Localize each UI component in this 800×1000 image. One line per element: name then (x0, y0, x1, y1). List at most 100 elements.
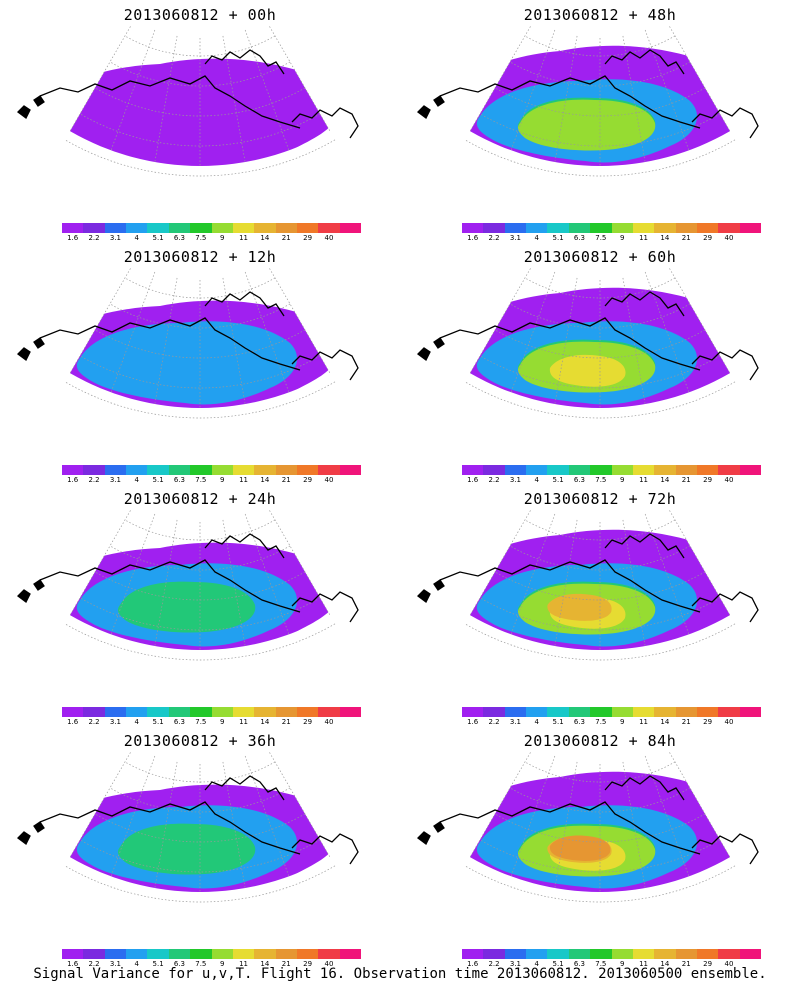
meridian-line (510, 755, 556, 877)
latitude-circle (464, 381, 736, 419)
meridian-line (110, 271, 156, 393)
colorbar-tick-label: 29 (303, 718, 313, 726)
colorbar-tick-label: 7.5 (595, 476, 607, 484)
colorbar-swatch (147, 223, 169, 233)
figure-caption: Signal Variance for u,v,T. Flight 16. Ob… (33, 966, 767, 982)
colorbar-swatch (526, 949, 548, 959)
colorbar-tick-label: 7.5 (595, 960, 607, 968)
graticule (464, 268, 736, 419)
coastline (691, 833, 759, 865)
colorbar-tick-label: 7.5 (195, 718, 207, 726)
variance-field (70, 58, 330, 166)
colorbar-tick-label: 6.3 (173, 234, 186, 242)
colorbar-tick-label: 14 (660, 234, 670, 242)
meridian-line (668, 752, 731, 858)
colorbar-tick-label: 14 (660, 718, 670, 726)
colorbar-swatch (483, 949, 505, 959)
colorbar-swatch (547, 949, 569, 959)
variance-map (417, 752, 759, 903)
colorbar-tick-labels: 1.6 2.2 3.1 4 5.1 6.3 7.5 9 11 14 21 29 40 (462, 476, 761, 486)
meridian-line (469, 268, 532, 374)
colorbar-tick-label: 1.6 (67, 718, 79, 726)
coastline (39, 317, 301, 371)
meridian-line (110, 513, 156, 635)
coastline (204, 775, 285, 801)
map-panel: 2013060812 + 72h 1.6 2.2 3.1 4 5.1 6.3 7.5 9 11 14… (400, 484, 800, 729)
meridian-line (469, 752, 532, 858)
variance-contour-level-6 (117, 823, 256, 875)
panel-title: 2013060812 + 60h (523, 248, 677, 266)
colorbar-swatch (568, 949, 591, 959)
colorbar-tick-labels: 1.6 2.2 3.1 4 5.1 6.3 7.5 9 11 14 21 29 40 (62, 234, 361, 244)
colorbar-swatch (526, 465, 548, 475)
meridian-line (554, 277, 578, 405)
colorbar-tick-label: 29 (703, 718, 713, 726)
latitude-circle (464, 623, 736, 661)
variance-field (470, 287, 730, 408)
colorbar-tick-label: 2.2 (88, 476, 100, 484)
meridian-line (154, 761, 178, 889)
colorbar-tick-label: 11 (639, 476, 648, 484)
variance-contour-level-8 (517, 99, 656, 151)
panel-title: 2013060812 + 48h (523, 6, 677, 24)
colorbar-tick-label: 21 (281, 476, 291, 484)
colorbar-tick-label: 1.6 (67, 476, 79, 484)
colorbar-swatch (568, 465, 591, 475)
colorbar-swatch (675, 465, 697, 475)
colorbar-tick-label: 40 (324, 718, 334, 726)
latitude-circle (479, 839, 721, 873)
colorbar-swatch (654, 949, 676, 959)
colorbar-swatch (168, 707, 191, 717)
colorbar-tick-label: 4 (534, 960, 539, 968)
graticule (464, 510, 736, 661)
colorbar-swatch (104, 223, 127, 233)
panel-title: 2013060812 + 00h (123, 6, 277, 24)
colorbar-swatch (211, 465, 233, 475)
colorbar-tick-label: 21 (681, 718, 691, 726)
colorbar-swatch (232, 223, 255, 233)
meridian-line (644, 513, 690, 635)
colorbar-swatch (696, 223, 719, 233)
colorbar-swatch (632, 223, 655, 233)
colorbar (62, 949, 362, 959)
meridian-line (268, 510, 331, 616)
colorbar-tick-label: 29 (303, 960, 313, 968)
map-panel: 2013060812 + 48h 1.6 2.2 3.1 4 5.1 6.3 7.5 9 11 14… (400, 0, 800, 245)
variance-map (17, 268, 359, 419)
meridian-line (510, 271, 556, 393)
colorbar-swatch (504, 707, 527, 717)
colorbar-swatch (568, 707, 591, 717)
colorbar-tick-label: 4 (134, 718, 139, 726)
variance-map (417, 268, 759, 419)
colorbar-tick-label: 40 (724, 476, 734, 484)
variance-map (17, 752, 359, 903)
colorbar-swatch (168, 949, 191, 959)
colorbar-tick-label: 2.2 (88, 718, 100, 726)
coastline (604, 775, 685, 801)
colorbar-swatch (483, 707, 505, 717)
colorbar-swatch (611, 949, 633, 959)
colorbar-tick-label: 29 (703, 476, 713, 484)
coastlines (17, 291, 359, 381)
coastline (691, 107, 759, 139)
colorbar-swatch (462, 223, 484, 233)
meridian-line (268, 752, 331, 858)
latitude-circle (64, 865, 336, 903)
coastline (439, 75, 701, 129)
colorbar-swatch (590, 949, 612, 959)
coastline (691, 349, 759, 381)
colorbar-tick-label: 3.1 (509, 476, 521, 484)
colorbar-swatch (632, 707, 655, 717)
colorbar-swatch (504, 223, 527, 233)
colorbar-tick-label: 9 (219, 476, 225, 484)
coastline (439, 559, 701, 613)
colorbar-tick-label: 14 (260, 476, 270, 484)
colorbar-swatch (611, 465, 633, 475)
colorbar-swatch (254, 949, 276, 959)
colorbar-swatch (483, 223, 505, 233)
coastline (291, 349, 359, 381)
meridian-line (154, 519, 178, 647)
colorbar-swatch (654, 465, 676, 475)
island (417, 579, 445, 603)
graticule (64, 752, 336, 903)
